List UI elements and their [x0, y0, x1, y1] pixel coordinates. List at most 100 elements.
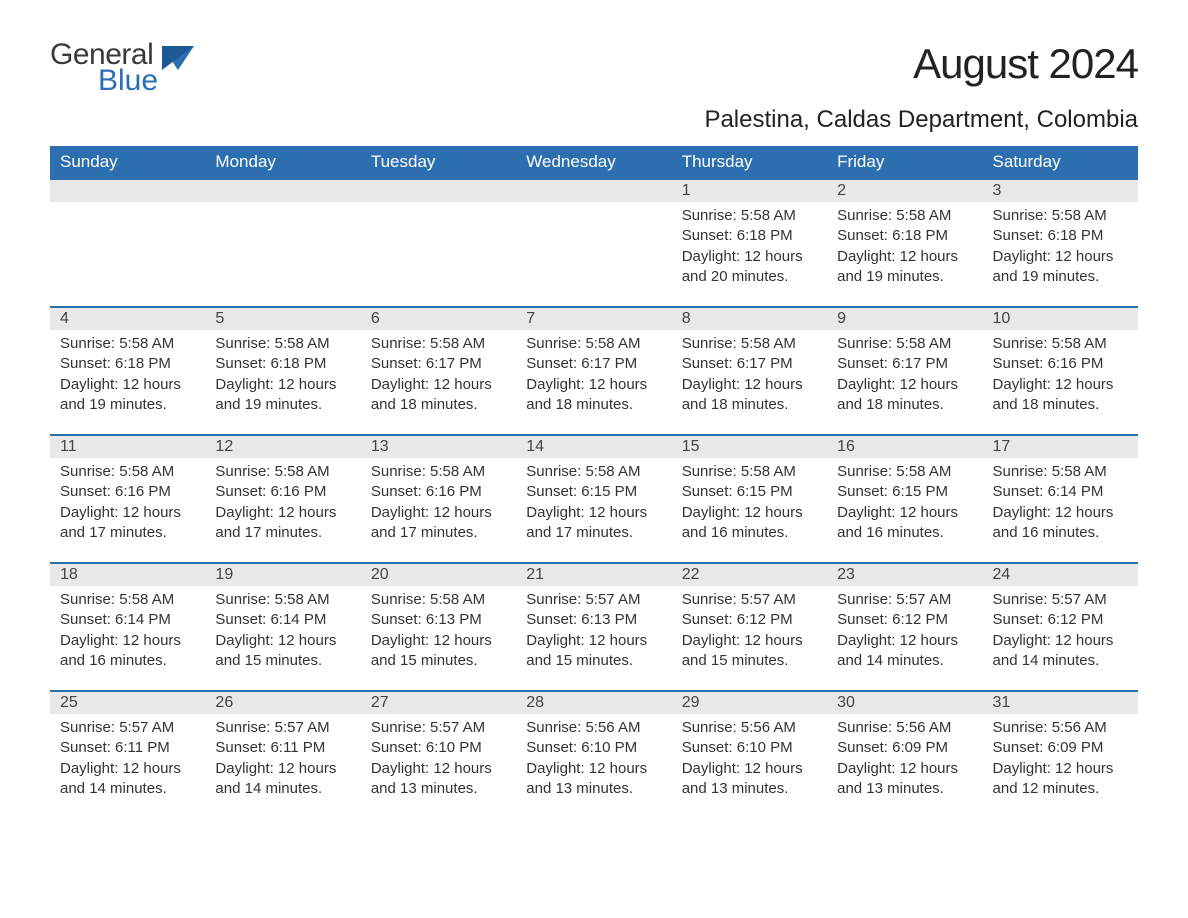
- day-details: Sunrise: 5:58 AMSunset: 6:15 PMDaylight:…: [827, 458, 982, 551]
- day-cell: 30Sunrise: 5:56 AMSunset: 6:09 PMDayligh…: [827, 691, 982, 819]
- day-number: 7: [516, 308, 671, 330]
- day-number: 21: [516, 564, 671, 586]
- day-details: Sunrise: 5:58 AMSunset: 6:17 PMDaylight:…: [827, 330, 982, 423]
- day-number: 24: [983, 564, 1138, 586]
- day-cell: [516, 179, 671, 307]
- day-number: 3: [983, 180, 1138, 202]
- day-cell: 24Sunrise: 5:57 AMSunset: 6:12 PMDayligh…: [983, 563, 1138, 691]
- day-name-friday: Friday: [827, 146, 982, 179]
- day-number: 25: [50, 692, 205, 714]
- day-details: Sunrise: 5:56 AMSunset: 6:10 PMDaylight:…: [516, 714, 671, 807]
- logo-text: General Blue: [50, 40, 158, 96]
- week-row: 25Sunrise: 5:57 AMSunset: 6:11 PMDayligh…: [50, 691, 1138, 819]
- day-number: 2: [827, 180, 982, 202]
- logo: General Blue: [50, 40, 196, 96]
- day-details: Sunrise: 5:58 AMSunset: 6:17 PMDaylight:…: [672, 330, 827, 423]
- week-row: 4Sunrise: 5:58 AMSunset: 6:18 PMDaylight…: [50, 307, 1138, 435]
- day-number: 22: [672, 564, 827, 586]
- day-number: 16: [827, 436, 982, 458]
- day-details: Sunrise: 5:58 AMSunset: 6:16 PMDaylight:…: [50, 458, 205, 551]
- day-number: 23: [827, 564, 982, 586]
- day-cell: 2Sunrise: 5:58 AMSunset: 6:18 PMDaylight…: [827, 179, 982, 307]
- day-cell: 13Sunrise: 5:58 AMSunset: 6:16 PMDayligh…: [361, 435, 516, 563]
- day-cell: [50, 179, 205, 307]
- day-number: 9: [827, 308, 982, 330]
- day-number: 29: [672, 692, 827, 714]
- logo-flag-icon: [160, 44, 196, 72]
- day-details: Sunrise: 5:58 AMSunset: 6:18 PMDaylight:…: [983, 202, 1138, 295]
- day-number: [361, 180, 516, 202]
- day-name-sunday: Sunday: [50, 146, 205, 179]
- day-cell: 4Sunrise: 5:58 AMSunset: 6:18 PMDaylight…: [50, 307, 205, 435]
- day-details: Sunrise: 5:58 AMSunset: 6:18 PMDaylight:…: [672, 202, 827, 295]
- logo-word-blue: Blue: [98, 66, 158, 96]
- day-name-row: SundayMondayTuesdayWednesdayThursdayFrid…: [50, 146, 1138, 179]
- day-number: 19: [205, 564, 360, 586]
- day-number: 28: [516, 692, 671, 714]
- calendar-table: SundayMondayTuesdayWednesdayThursdayFrid…: [50, 146, 1138, 819]
- day-cell: 7Sunrise: 5:58 AMSunset: 6:17 PMDaylight…: [516, 307, 671, 435]
- day-number: 13: [361, 436, 516, 458]
- day-number: 6: [361, 308, 516, 330]
- day-cell: [361, 179, 516, 307]
- day-number: 30: [827, 692, 982, 714]
- day-number: 31: [983, 692, 1138, 714]
- day-cell: 15Sunrise: 5:58 AMSunset: 6:15 PMDayligh…: [672, 435, 827, 563]
- day-name-saturday: Saturday: [983, 146, 1138, 179]
- day-cell: 21Sunrise: 5:57 AMSunset: 6:13 PMDayligh…: [516, 563, 671, 691]
- day-details: Sunrise: 5:58 AMSunset: 6:16 PMDaylight:…: [983, 330, 1138, 423]
- day-number: 11: [50, 436, 205, 458]
- day-cell: 3Sunrise: 5:58 AMSunset: 6:18 PMDaylight…: [983, 179, 1138, 307]
- location-line: Palestina, Caldas Department, Colombia: [50, 106, 1138, 134]
- day-details: Sunrise: 5:58 AMSunset: 6:15 PMDaylight:…: [516, 458, 671, 551]
- day-cell: 25Sunrise: 5:57 AMSunset: 6:11 PMDayligh…: [50, 691, 205, 819]
- day-details: Sunrise: 5:58 AMSunset: 6:16 PMDaylight:…: [205, 458, 360, 551]
- day-details: Sunrise: 5:58 AMSunset: 6:18 PMDaylight:…: [50, 330, 205, 423]
- day-details: Sunrise: 5:57 AMSunset: 6:11 PMDaylight:…: [50, 714, 205, 807]
- day-number: [516, 180, 671, 202]
- day-details: Sunrise: 5:57 AMSunset: 6:11 PMDaylight:…: [205, 714, 360, 807]
- day-number: 8: [672, 308, 827, 330]
- day-cell: 23Sunrise: 5:57 AMSunset: 6:12 PMDayligh…: [827, 563, 982, 691]
- week-row: 1Sunrise: 5:58 AMSunset: 6:18 PMDaylight…: [50, 179, 1138, 307]
- day-cell: 29Sunrise: 5:56 AMSunset: 6:10 PMDayligh…: [672, 691, 827, 819]
- day-number: 17: [983, 436, 1138, 458]
- header: General Blue August 2024: [50, 40, 1138, 96]
- day-cell: 19Sunrise: 5:58 AMSunset: 6:14 PMDayligh…: [205, 563, 360, 691]
- week-row: 18Sunrise: 5:58 AMSunset: 6:14 PMDayligh…: [50, 563, 1138, 691]
- day-number: 1: [672, 180, 827, 202]
- day-name-wednesday: Wednesday: [516, 146, 671, 179]
- day-number: 12: [205, 436, 360, 458]
- day-number: 10: [983, 308, 1138, 330]
- day-number: 27: [361, 692, 516, 714]
- day-cell: 12Sunrise: 5:58 AMSunset: 6:16 PMDayligh…: [205, 435, 360, 563]
- day-cell: 17Sunrise: 5:58 AMSunset: 6:14 PMDayligh…: [983, 435, 1138, 563]
- day-cell: 10Sunrise: 5:58 AMSunset: 6:16 PMDayligh…: [983, 307, 1138, 435]
- day-cell: 6Sunrise: 5:58 AMSunset: 6:17 PMDaylight…: [361, 307, 516, 435]
- day-cell: 20Sunrise: 5:58 AMSunset: 6:13 PMDayligh…: [361, 563, 516, 691]
- day-details: Sunrise: 5:58 AMSunset: 6:17 PMDaylight:…: [361, 330, 516, 423]
- day-details: Sunrise: 5:57 AMSunset: 6:10 PMDaylight:…: [361, 714, 516, 807]
- day-cell: 27Sunrise: 5:57 AMSunset: 6:10 PMDayligh…: [361, 691, 516, 819]
- day-cell: 11Sunrise: 5:58 AMSunset: 6:16 PMDayligh…: [50, 435, 205, 563]
- day-details: Sunrise: 5:58 AMSunset: 6:18 PMDaylight:…: [205, 330, 360, 423]
- day-cell: 26Sunrise: 5:57 AMSunset: 6:11 PMDayligh…: [205, 691, 360, 819]
- day-details: Sunrise: 5:58 AMSunset: 6:14 PMDaylight:…: [50, 586, 205, 679]
- day-details: Sunrise: 5:56 AMSunset: 6:09 PMDaylight:…: [827, 714, 982, 807]
- day-number: [205, 180, 360, 202]
- day-number: 18: [50, 564, 205, 586]
- day-cell: 31Sunrise: 5:56 AMSunset: 6:09 PMDayligh…: [983, 691, 1138, 819]
- day-number: 20: [361, 564, 516, 586]
- day-cell: 1Sunrise: 5:58 AMSunset: 6:18 PMDaylight…: [672, 179, 827, 307]
- day-cell: 18Sunrise: 5:58 AMSunset: 6:14 PMDayligh…: [50, 563, 205, 691]
- day-cell: 14Sunrise: 5:58 AMSunset: 6:15 PMDayligh…: [516, 435, 671, 563]
- day-cell: 8Sunrise: 5:58 AMSunset: 6:17 PMDaylight…: [672, 307, 827, 435]
- month-title: August 2024: [913, 40, 1138, 88]
- day-details: Sunrise: 5:57 AMSunset: 6:13 PMDaylight:…: [516, 586, 671, 679]
- day-number: 4: [50, 308, 205, 330]
- day-details: Sunrise: 5:57 AMSunset: 6:12 PMDaylight:…: [827, 586, 982, 679]
- day-number: 15: [672, 436, 827, 458]
- day-details: Sunrise: 5:58 AMSunset: 6:17 PMDaylight:…: [516, 330, 671, 423]
- title-block: August 2024: [913, 40, 1138, 88]
- day-details: Sunrise: 5:57 AMSunset: 6:12 PMDaylight:…: [672, 586, 827, 679]
